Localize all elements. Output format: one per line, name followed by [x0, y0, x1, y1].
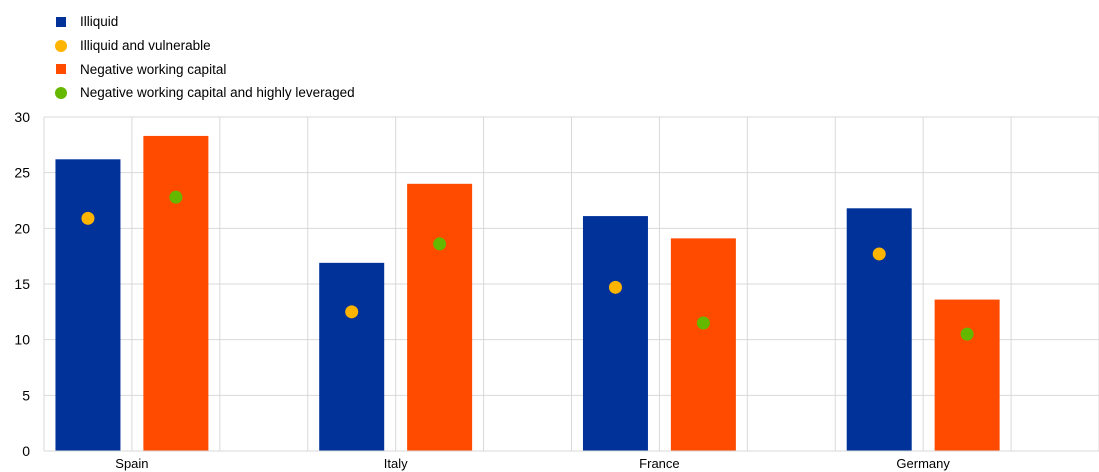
point-negative-working-capital-and-highly-leveraged — [696, 316, 710, 330]
chart-legend: Illiquid Illiquid and vulnerable Negativ… — [55, 10, 355, 105]
point-negative-working-capital-and-highly-leveraged — [169, 190, 183, 204]
x-category-label: Italy — [384, 456, 408, 471]
bar-negative-working-capital — [143, 135, 209, 451]
point-illiquid-and-vulnerable — [345, 305, 359, 319]
x-category-label: Germany — [896, 456, 950, 471]
point-illiquid-and-vulnerable — [608, 280, 622, 294]
legend-item-illiquid-vulnerable: Illiquid and vulnerable — [55, 34, 355, 58]
legend-swatch-circle-icon — [55, 86, 67, 99]
bar-illiquid — [319, 262, 385, 451]
bar-negative-working-capital — [407, 183, 473, 452]
y-tick-label: 0 — [22, 443, 30, 459]
legend-item-negative-working-capital-leveraged: Negative working capital and highly leve… — [55, 81, 355, 105]
y-tick-label: 25 — [14, 165, 30, 181]
legend-label: Negative working capital and highly leve… — [80, 85, 355, 101]
legend-swatch-square-icon — [56, 64, 66, 75]
bar-negative-working-capital — [670, 238, 736, 451]
bar-negative-working-capital — [934, 299, 1000, 451]
legend-item-negative-working-capital: Negative working capital — [56, 57, 355, 81]
y-tick-label: 5 — [22, 387, 30, 403]
point-negative-working-capital-and-highly-leveraged — [433, 237, 447, 251]
legend-item-illiquid: Illiquid — [56, 10, 355, 34]
y-tick-label: 10 — [14, 332, 30, 348]
bar-illiquid — [55, 159, 121, 451]
y-tick-label: 15 — [14, 276, 30, 292]
y-tick-label: 30 — [14, 109, 30, 125]
point-negative-working-capital-and-highly-leveraged — [960, 327, 974, 341]
x-category-label: France — [639, 456, 679, 471]
legend-label: Negative working capital — [80, 61, 227, 77]
legend-swatch-circle-icon — [55, 39, 67, 52]
bar-illiquid — [846, 208, 912, 451]
legend-label: Illiquid — [80, 14, 119, 30]
x-category-label: Spain — [115, 456, 148, 471]
point-illiquid-and-vulnerable — [81, 211, 95, 225]
point-illiquid-and-vulnerable — [872, 247, 886, 261]
y-tick-label: 20 — [14, 220, 30, 236]
legend-label: Illiquid and vulnerable — [80, 38, 211, 54]
legend-swatch-square-icon — [56, 16, 66, 27]
bar-illiquid — [582, 216, 648, 451]
